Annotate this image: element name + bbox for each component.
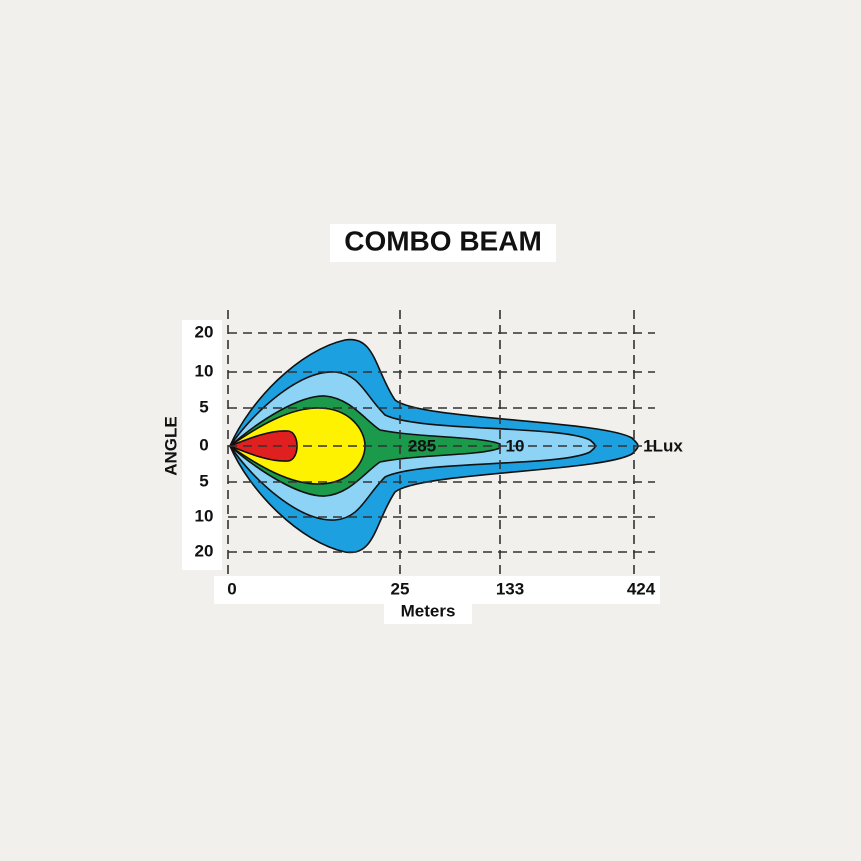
y-label: 20: [195, 541, 214, 560]
y-axis-title: ANGLE: [161, 416, 180, 476]
label-backdrops: [182, 320, 660, 624]
x-label: 133: [496, 579, 524, 598]
x-label: 25: [391, 579, 410, 598]
y-label: 20: [195, 322, 214, 341]
y-label: 10: [195, 361, 214, 380]
y-labels: 20 10 5 0 5 10 20: [195, 322, 214, 560]
y-label: 10: [195, 506, 214, 525]
contour-label: 10: [506, 436, 525, 455]
x-title-backdrop: [384, 600, 472, 624]
contour-label: 285: [408, 436, 436, 455]
y-label: 0: [199, 435, 208, 454]
x-labels: 0 25 133 424: [227, 579, 655, 598]
contour-label: 1Lux: [643, 436, 683, 455]
y-label: 5: [199, 397, 208, 416]
x-axis-title: Meters: [401, 601, 456, 620]
x-label-backdrop: [214, 576, 660, 604]
x-label: 424: [627, 579, 656, 598]
y-label-backdrop: [182, 320, 222, 570]
title: COMBO BEAM: [344, 225, 542, 256]
title-backdrop: [330, 224, 556, 262]
x-label: 0: [227, 579, 236, 598]
grid: [227, 310, 655, 575]
beam-zones: [227, 338, 639, 554]
y-label: 5: [199, 471, 208, 490]
contour-labels: 285 10 1Lux: [408, 436, 684, 455]
